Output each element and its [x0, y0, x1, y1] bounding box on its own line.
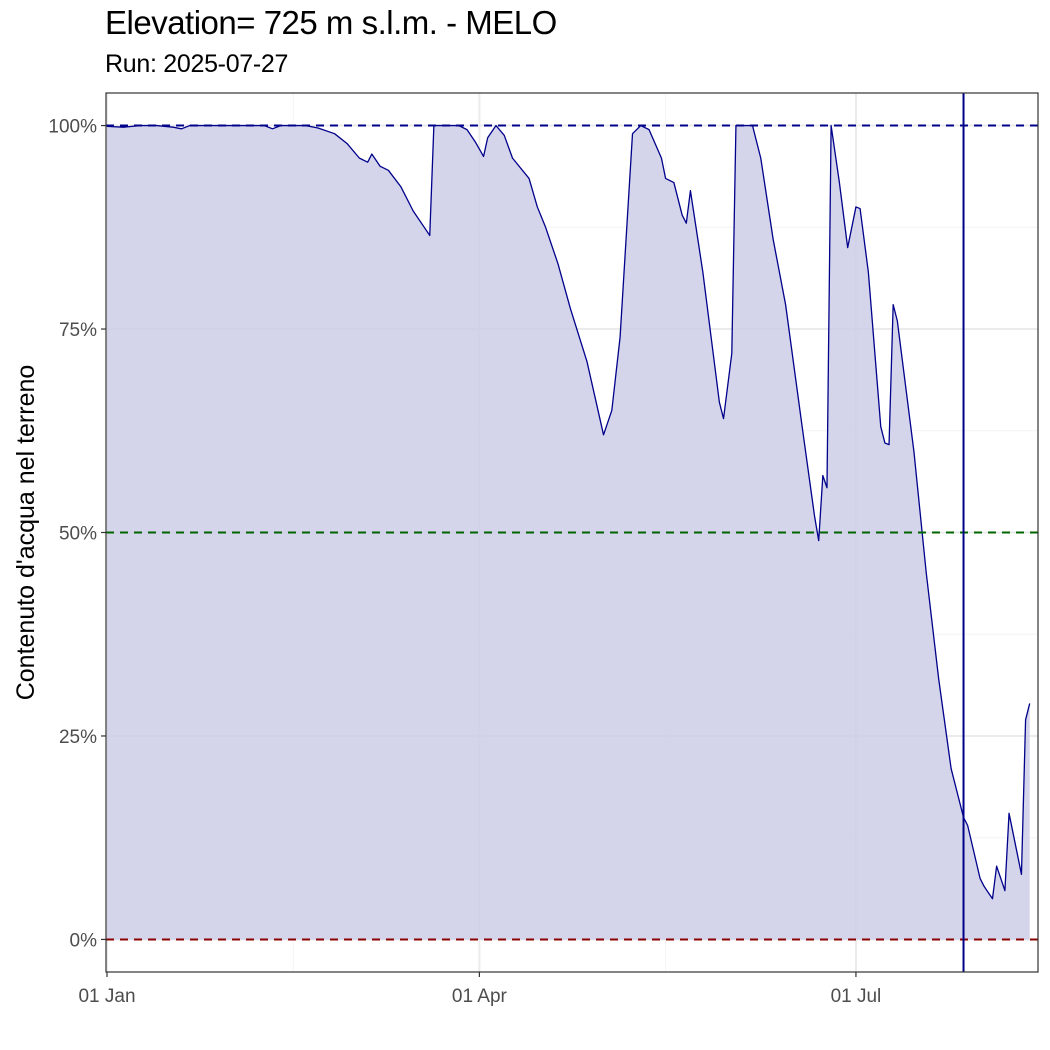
chart-title: Elevation= 725 m s.l.m. - MELO [105, 4, 557, 41]
chart-subtitle: Run: 2025-07-27 [105, 50, 289, 78]
x-tick-label: 01 Apr [452, 986, 508, 1007]
y-tick-label: 75% [59, 320, 97, 341]
y-axis: 0% 25% 50% 75% 100% [48, 117, 106, 951]
y-tick-label: 50% [59, 524, 97, 545]
y-tick-label: 100% [48, 117, 97, 138]
y-axis-title: Contenuto d'acqua nel terreno [12, 365, 40, 701]
x-tick-label: 01 Jan [78, 986, 135, 1007]
soil-water-line [106, 124, 1031, 900]
x-tick-label: 01 Jul [831, 986, 882, 1007]
reference-lines [106, 124, 1038, 941]
y-tick-label: 25% [59, 727, 97, 748]
x-axis: 01 Jan 01 Apr 01 Jul [78, 972, 881, 1007]
y-tick-label: 0% [70, 930, 98, 951]
